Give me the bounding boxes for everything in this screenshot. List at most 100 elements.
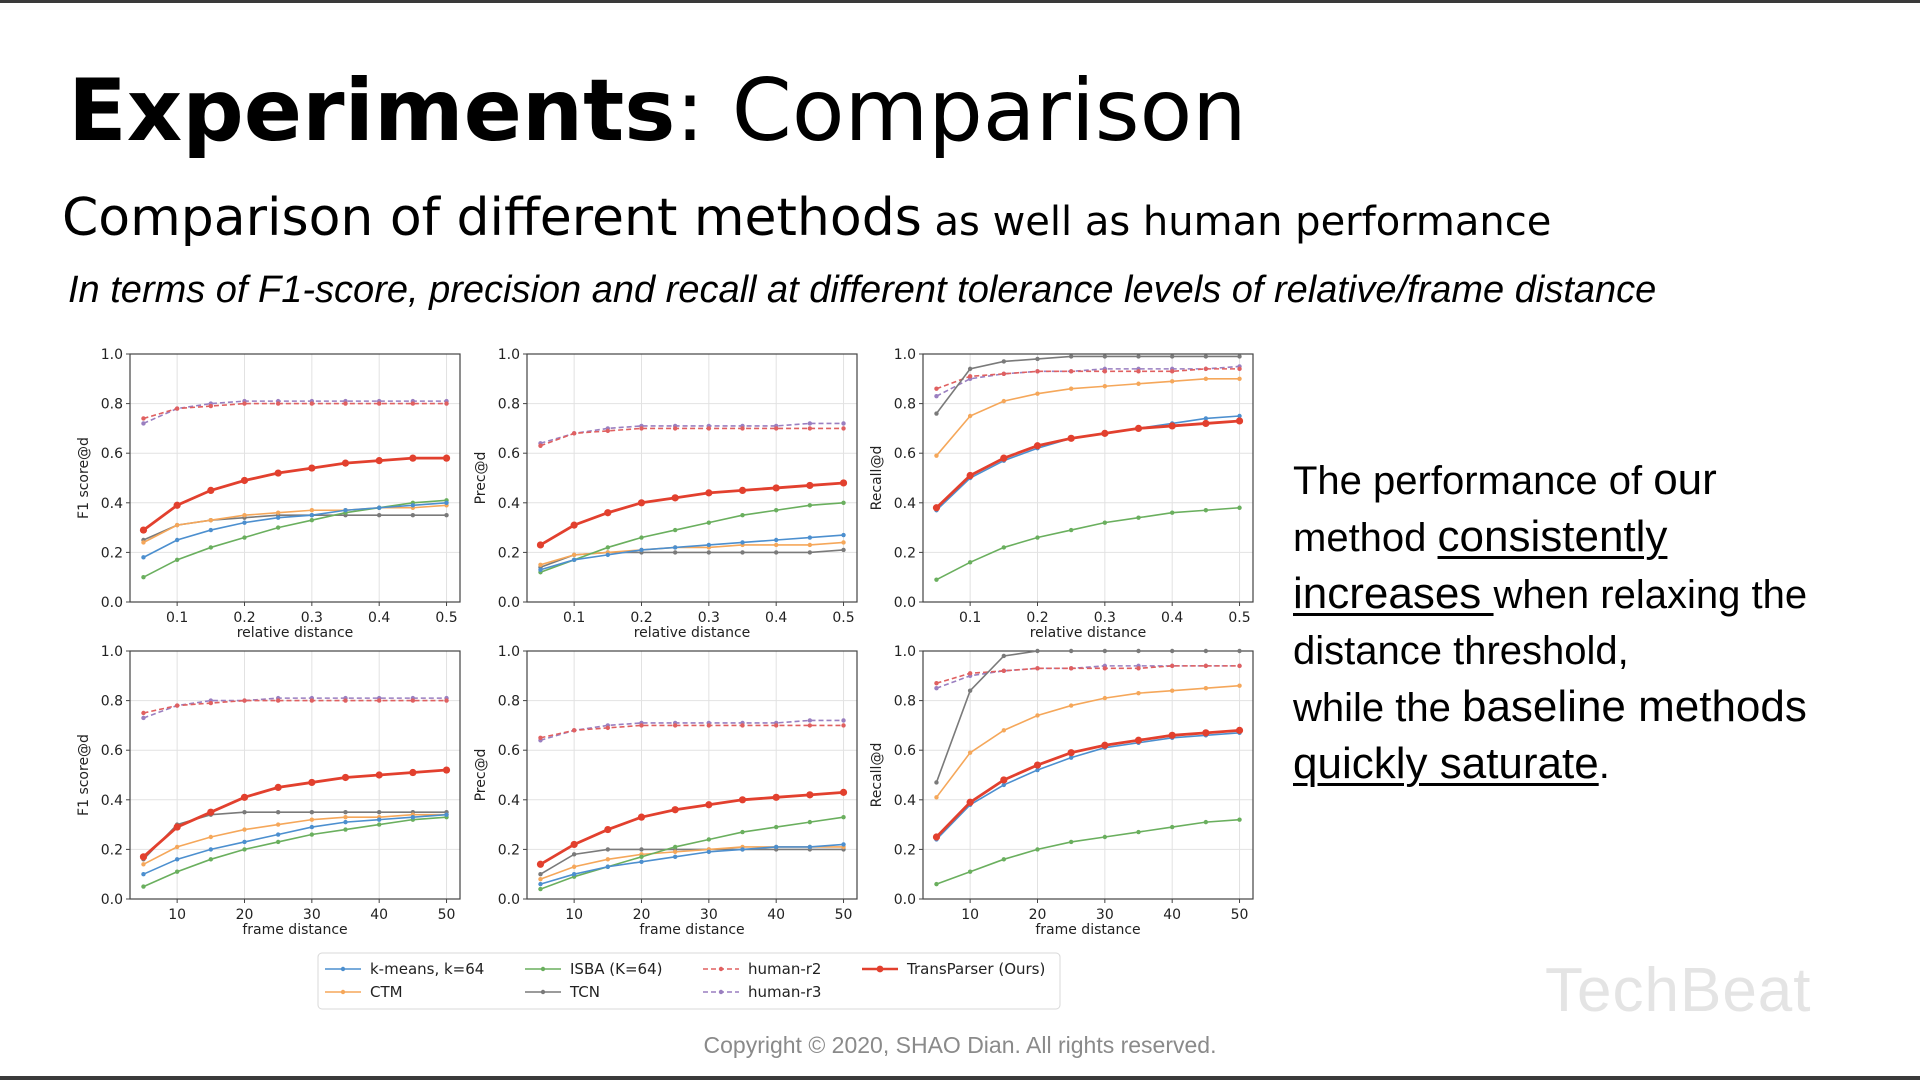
y-tick-label: 0.4 [894,793,916,809]
series-point-human_r3 [141,715,146,721]
series-point-transparser [409,768,417,777]
series-point-human_r2 [967,374,973,379]
subtitle-small: as well as human performance [921,199,1552,245]
series-line-transparser [935,419,1240,509]
series-point-human_r2 [242,698,247,703]
series-point-tcn [1237,354,1242,359]
side-text: The performance of our method consistentl… [1293,452,1893,793]
y-tick-label: 0.2 [894,545,916,561]
series-point-human_r3 [934,686,939,691]
series-line-isba [540,816,844,890]
series-point-isba [672,527,678,533]
y-tick-label: 0.0 [894,595,916,611]
y-axis-label: Recall@d [869,743,885,808]
series-point-ctm [538,876,543,882]
series-line-kmeans [935,732,1240,841]
series-point-kmeans [343,819,348,825]
series-point-tcn [740,550,745,555]
slide-subtitle: Comparison of different methods as well … [62,186,1551,254]
x-tick-label: 0.5 [832,610,854,626]
series-point-transparser [604,825,612,834]
series-point-kmeans [571,557,577,563]
y-tick-label: 0.2 [894,842,916,858]
series-point-tcn [1068,354,1074,359]
side-text-p9: quickly saturate [1293,739,1599,788]
series-point-isba [1203,508,1209,513]
series-point-isba [1102,834,1108,840]
series-line-isba [540,502,844,573]
series-line-human_r3 [936,365,1240,397]
series-point-transparser [1101,429,1109,437]
series-point-isba [1068,527,1074,533]
series-point-kmeans [275,832,281,837]
series-point-human_r2 [571,431,577,436]
series-point-kmeans [740,540,745,545]
series-point-ctm [208,834,214,840]
series-point-transparser [1067,749,1075,757]
series-point-isba [141,884,146,889]
y-tick-label: 0.8 [894,397,916,413]
x-tick-label: 40 [370,907,388,923]
x-tick-label: 30 [700,907,718,923]
series-point-tcn [242,810,247,815]
series-point-ctm [1001,728,1007,733]
series-line-human_r2 [143,699,447,714]
series-point-ctm [807,542,813,548]
series-point-human_r2 [141,710,146,716]
series-point-human_r2 [934,681,939,686]
y-tick-label: 0.0 [498,892,520,908]
series-point-human_r2 [1136,666,1141,671]
series-point-isba [1237,505,1242,510]
series-point-isba [1001,857,1007,862]
series-point-transparser [308,464,316,472]
series-point-human_r2 [639,426,644,431]
series-point-transparser [442,454,451,462]
series-point-ctm [1203,686,1209,691]
series-point-tcn [571,852,577,857]
series-point-kmeans [309,824,315,830]
series-point-isba [1035,535,1040,540]
series-line-ctm [935,684,1240,798]
title-rest: : Comparison [675,61,1247,161]
y-tick-label: 0.2 [101,545,123,561]
x-tick-label: 0.1 [563,610,585,626]
series-point-transparser [671,806,679,814]
series-point-human_r2 [1068,369,1074,374]
series-point-human_r2 [1001,371,1007,377]
series-point-human_r2 [376,698,382,703]
series-point-human_r2 [309,698,315,703]
series-point-human_r2 [841,426,846,431]
series-point-transparser [240,793,249,801]
y-tick-label: 0.8 [498,397,520,413]
series-line-ctm [143,504,447,544]
series-point-ctm [141,862,146,867]
side-text-p6: when relaxing the distance threshold, [1293,573,1808,673]
series-point-human_r2 [841,723,846,728]
series-point-human_r2 [1001,668,1007,674]
series-point-isba [1136,829,1141,835]
series-point-transparser [705,489,713,497]
series-point-kmeans [605,864,611,869]
series-point-ctm [571,552,577,558]
series-point-human_r3 [807,718,813,723]
series-point-ctm [1068,386,1074,391]
series-line-transparser [142,768,447,858]
plot-frame [526,353,858,603]
techbeat-watermark: TechBeat [1545,956,1812,1025]
y-tick-label: 0.6 [101,446,123,462]
series-point-kmeans [538,881,543,887]
series-point-human_r2 [1102,369,1108,374]
x-tick-label: 40 [767,907,785,923]
series-point-isba [275,839,281,845]
side-text-p4: consistently [1437,512,1668,561]
series-point-kmeans [242,839,247,845]
y-tick-label: 0.6 [498,743,520,759]
y-tick-label: 0.6 [101,743,123,759]
series-point-isba [309,832,315,837]
series-line-tcn [935,355,1240,415]
x-tick-label: 30 [1096,907,1114,923]
series-point-isba [934,881,939,887]
series-point-kmeans [343,508,348,513]
series-point-ctm [275,510,281,515]
series-point-isba [841,814,846,820]
